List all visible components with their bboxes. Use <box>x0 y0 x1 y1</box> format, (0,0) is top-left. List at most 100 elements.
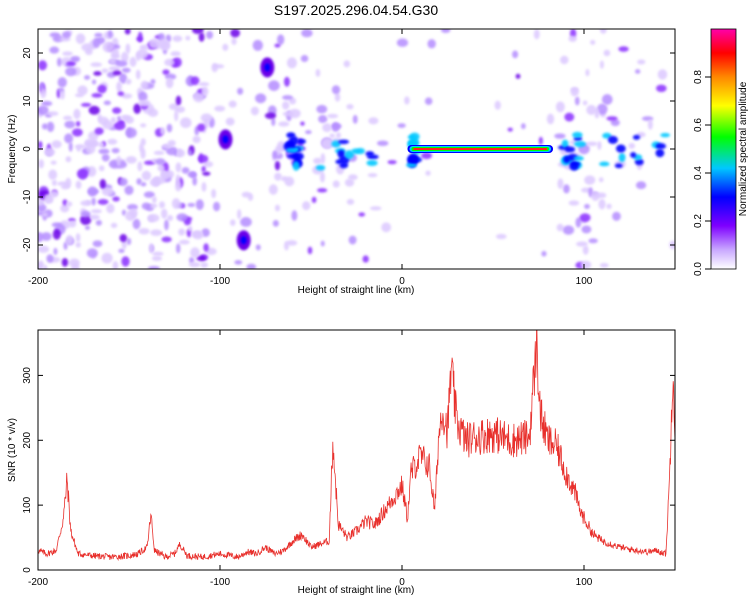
spectrogram-cell <box>596 192 607 199</box>
spectrogram-cell <box>66 201 73 207</box>
spectrogram-y-tick-label: 20 <box>22 47 33 59</box>
spectrogram-cell <box>101 154 110 162</box>
spectrogram-cell <box>162 143 172 149</box>
spectrogram-cell <box>88 105 100 115</box>
spectrogram-cell <box>187 202 196 207</box>
spectrogram-cell <box>201 181 207 192</box>
spectrogram-cell <box>494 100 501 110</box>
spectrogram-cell <box>198 82 210 87</box>
spectrogram-cell <box>90 62 103 67</box>
spectrogram-cell <box>147 108 159 117</box>
spectrogram-cell <box>50 190 59 198</box>
spectrogram-cell <box>594 108 600 119</box>
spectrogram-cell <box>147 215 155 223</box>
spectrogram-cell <box>126 127 132 138</box>
spectrogram-cell <box>87 188 100 195</box>
spectrogram-cell <box>568 35 577 42</box>
spectrogram-cell <box>271 117 276 127</box>
spectrogram-cell <box>635 181 647 190</box>
spectrogram-cell <box>121 256 130 267</box>
spectrogram-cell <box>97 114 102 122</box>
colorbar-tick-label: 0.2 <box>693 214 704 228</box>
spectrogram-cell <box>75 120 81 127</box>
spectrogram-cell <box>368 117 379 125</box>
spectrogram-cell <box>568 200 580 206</box>
spectrogram-cell <box>564 146 576 153</box>
spectrogram-cell <box>337 149 345 159</box>
spectrogram-cell <box>630 151 637 158</box>
spectrogram-cell <box>51 179 57 186</box>
spectrogram-cell <box>193 92 205 103</box>
spectrogram-cell <box>190 76 200 86</box>
spectrogram-cell <box>606 203 612 210</box>
spectrogram-cell <box>112 196 120 202</box>
spectrogram-cell <box>268 80 280 91</box>
spectrogram-cell <box>222 43 229 51</box>
spectrogram-cell <box>60 204 70 213</box>
spectrogram-cell <box>50 160 57 165</box>
spectrogram-cell <box>346 198 355 205</box>
snr-y-tick-label: 100 <box>22 496 33 513</box>
spectrogram-cell <box>102 41 114 53</box>
spectrogram-cell <box>301 29 313 38</box>
spectrogram-cell <box>175 95 182 106</box>
spectrogram-cell <box>585 68 590 77</box>
spectrogram-cell <box>129 208 138 218</box>
spectrogram-cell <box>138 227 150 235</box>
spectrogram-cell <box>121 93 133 99</box>
spectrogram-cell <box>556 223 564 232</box>
spectrogram-cell <box>62 51 73 56</box>
spectrogram-cell <box>108 66 121 72</box>
spectrogram-cell <box>250 106 259 116</box>
spectrogram-cell <box>586 104 597 115</box>
spectrogram-cell <box>38 260 44 269</box>
spectrogram-cell <box>344 150 354 160</box>
spectrogram-cell <box>315 68 321 77</box>
spectrogram-cell <box>634 158 644 166</box>
spectrogram-cell <box>140 80 149 90</box>
spectrogram-cell <box>424 97 433 105</box>
spectrogram-cell <box>125 78 132 85</box>
spectrogram-cell <box>230 219 236 226</box>
spectrogram-cell <box>563 155 571 164</box>
spectrogram-cell <box>141 170 152 181</box>
spectrogram-cell <box>73 108 81 120</box>
colorbar-tick-label: 0.8 <box>693 70 704 84</box>
spectrogram-cell <box>584 175 596 185</box>
spectrogram-cell <box>318 115 328 124</box>
spectrogram-cell <box>297 138 307 145</box>
spectrogram-cell <box>599 60 604 69</box>
spectrogram-cell <box>56 57 62 67</box>
spectrogram-cell <box>320 240 325 247</box>
spectrogram-cell <box>68 141 73 152</box>
spectrogram-cell <box>166 123 173 133</box>
spectrogram-cell <box>230 29 241 38</box>
spectrogram-cell <box>335 132 341 139</box>
spectrogram-cell <box>178 228 186 236</box>
spectrogram-cell <box>320 153 326 164</box>
spectrogram-cell <box>91 79 97 85</box>
spectrogram-cell <box>46 254 54 263</box>
spectrogram-cell <box>119 73 128 84</box>
spectrogram-cell <box>91 93 103 98</box>
spectrogram-cell <box>572 131 583 139</box>
spectrogram-cell <box>38 232 44 243</box>
spectrogram-cell <box>348 235 357 245</box>
spectrogram-cell <box>141 202 151 210</box>
spectrogram-blob-core <box>222 135 229 144</box>
spectrogram-cell <box>63 241 68 250</box>
spectrogram-cell <box>274 172 282 181</box>
spectrogram-cell <box>60 90 65 100</box>
spectrogram-cell <box>57 77 67 88</box>
spectrogram-cell <box>170 51 181 57</box>
spectrogram-cell <box>119 234 128 243</box>
spectrogram-cell <box>155 158 166 166</box>
spectrogram-cell <box>344 178 355 187</box>
spectrogram-cell <box>231 37 237 45</box>
spectrogram-cell <box>180 117 192 129</box>
spectrogram-cell <box>75 180 82 189</box>
snr-series-line <box>38 330 675 562</box>
spectrogram-cell <box>158 38 170 50</box>
spectrogram-cell <box>425 170 431 176</box>
